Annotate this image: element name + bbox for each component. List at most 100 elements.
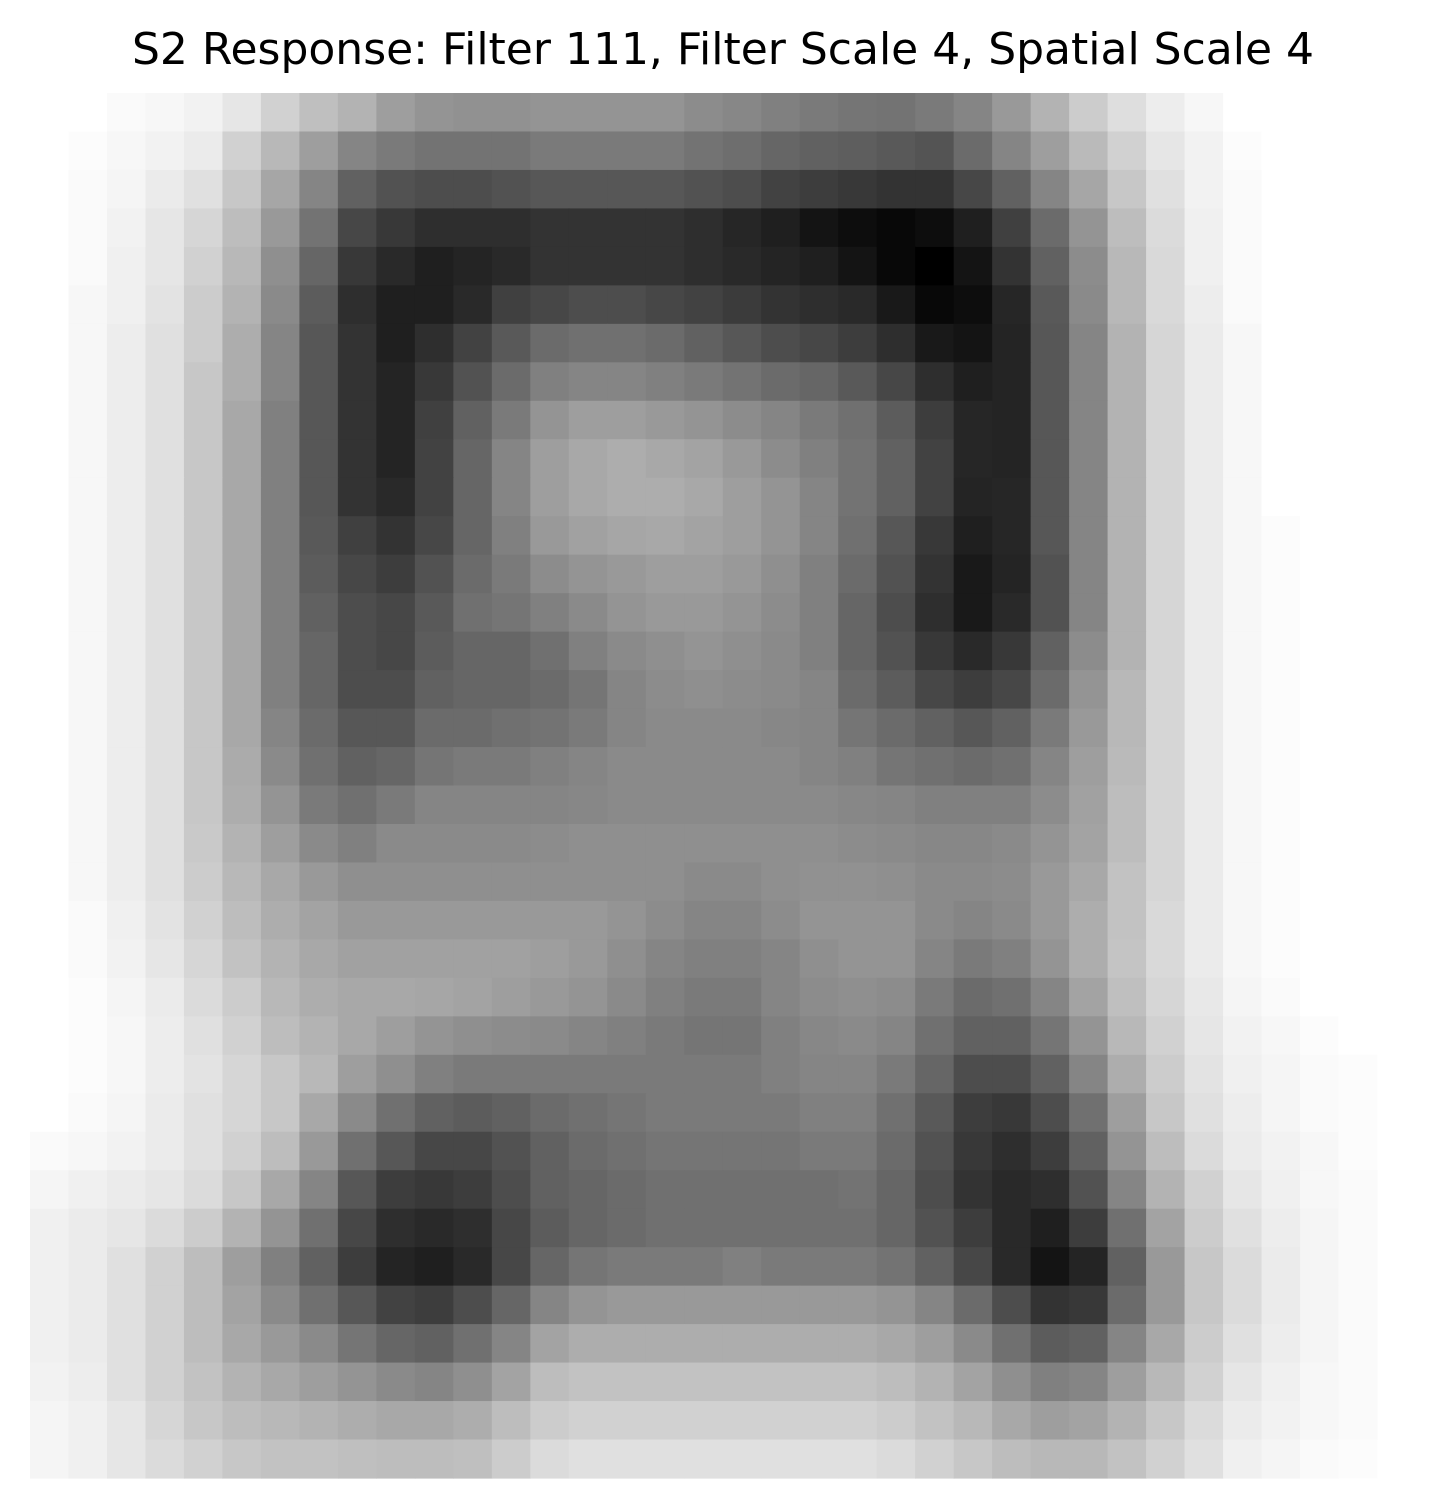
heatmap-cell [491, 362, 531, 402]
heatmap-cell [260, 1131, 300, 1171]
heatmap-cell [568, 785, 608, 825]
heatmap-cell [1030, 900, 1070, 940]
heatmap-cell [299, 708, 339, 748]
heatmap-cell [1069, 1401, 1109, 1441]
heatmap-cell [1338, 477, 1378, 517]
heatmap-cell [1261, 169, 1301, 210]
heatmap-cell [1146, 169, 1186, 210]
heatmap-cell [145, 823, 185, 864]
heatmap-cell [1069, 747, 1109, 787]
heatmap-cell [491, 1054, 531, 1094]
heatmap-cell [30, 1208, 70, 1248]
heatmap-cell [453, 1016, 493, 1056]
heatmap-cell [337, 323, 377, 363]
heatmap-cell [992, 246, 1032, 286]
heatmap-cell [260, 823, 300, 864]
heatmap-cell [453, 1208, 493, 1248]
heatmap-cell [645, 131, 685, 171]
heatmap-cell [299, 554, 339, 594]
heatmap-cell [568, 169, 608, 210]
heatmap-cell [761, 400, 801, 440]
heatmap-cell [799, 1401, 839, 1441]
heatmap-cell [222, 747, 262, 787]
heatmap-cell [1030, 1170, 1070, 1210]
heatmap-cell [1146, 1247, 1186, 1287]
heatmap-cell [183, 1362, 224, 1402]
heatmap-cell [145, 1208, 185, 1248]
heatmap-cell [876, 1247, 916, 1287]
heatmap-cell [530, 323, 570, 363]
heatmap-cell [1146, 1324, 1186, 1364]
heatmap-cell [915, 939, 955, 979]
heatmap-cell [607, 1362, 647, 1402]
heatmap-cell [1261, 1054, 1301, 1094]
heatmap-cell [68, 823, 108, 864]
heatmap-cell [799, 1054, 839, 1094]
heatmap-cell [376, 785, 416, 825]
heatmap-cell [530, 1439, 570, 1479]
heatmap-cell [1261, 1016, 1301, 1056]
heatmap-cell [1069, 670, 1109, 710]
heatmap-cell [1069, 362, 1109, 402]
heatmap-cell [453, 516, 493, 556]
heatmap-cell [1069, 823, 1109, 864]
heatmap-cell [607, 93, 647, 133]
heatmap-cell [992, 900, 1032, 940]
heatmap-cell [607, 516, 647, 556]
heatmap-cell [1030, 1247, 1070, 1287]
heatmap-cell [491, 400, 531, 440]
heatmap-cell [799, 900, 839, 940]
heatmap-cell [30, 1054, 70, 1094]
heatmap-cell [1146, 323, 1186, 363]
heatmap-cell [722, 1016, 762, 1056]
heatmap-cell [1184, 1093, 1224, 1133]
heatmap-cell [260, 285, 300, 325]
heatmap-cell [1107, 670, 1147, 710]
heatmap-cell [183, 900, 224, 940]
heatmap-cell [1030, 1208, 1070, 1248]
heatmap-cell [260, 400, 300, 440]
heatmap-cell [1338, 554, 1378, 594]
heatmap-cell [222, 362, 262, 402]
heatmap-cell [530, 1247, 570, 1287]
heatmap-cell [453, 246, 493, 286]
heatmap-cell [106, 747, 147, 787]
heatmap-cell [992, 862, 1032, 902]
heatmap-cell [1338, 246, 1378, 286]
heatmap-cell [68, 554, 108, 594]
heatmap-cell [1069, 516, 1109, 556]
heatmap-cell [414, 939, 454, 979]
heatmap-cell [1184, 208, 1224, 248]
heatmap-cell [1184, 977, 1224, 1017]
heatmap-cell [222, 1247, 262, 1287]
heatmap-cell [568, 285, 608, 325]
heatmap-cell [684, 131, 724, 171]
heatmap-cell [684, 1247, 724, 1287]
heatmap-cell [530, 362, 570, 402]
heatmap-cell [645, 554, 685, 594]
heatmap-cell [183, 1324, 224, 1364]
heatmap-cell [761, 1093, 801, 1133]
heatmap-cell [876, 785, 916, 825]
heatmap-cell [183, 823, 224, 864]
heatmap-cell [876, 323, 916, 363]
heatmap-cell [915, 1208, 955, 1248]
heatmap-cell [1261, 939, 1301, 979]
heatmap-cell [106, 1208, 147, 1248]
heatmap-cell [838, 169, 878, 210]
heatmap-cell [414, 1324, 454, 1364]
heatmap-cell [684, 708, 724, 748]
heatmap-cell [876, 939, 916, 979]
heatmap-cell [183, 862, 224, 902]
heatmap-cell [838, 516, 878, 556]
heatmap-cell [68, 169, 108, 210]
heatmap-cell [453, 631, 493, 671]
heatmap-cell [722, 1170, 762, 1210]
heatmap-cell [222, 977, 262, 1017]
heatmap-cell [761, 747, 801, 787]
heatmap-cell [722, 1439, 762, 1479]
heatmap-cell [684, 477, 724, 517]
heatmap-cell [1338, 1208, 1378, 1248]
heatmap-cell [838, 477, 878, 517]
heatmap-cell [722, 93, 762, 133]
